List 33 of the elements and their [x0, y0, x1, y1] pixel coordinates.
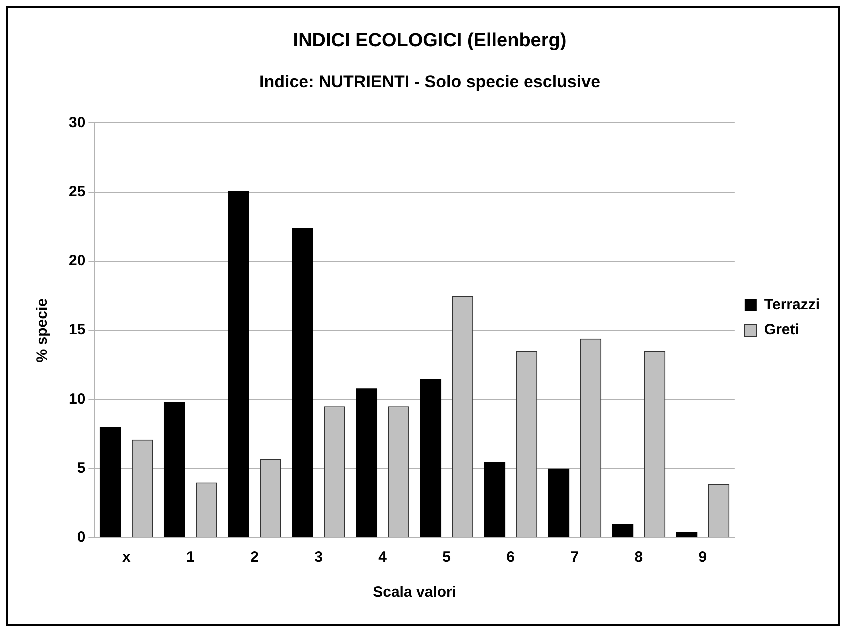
bar [548, 468, 570, 538]
y-tick-label: 30 [68, 114, 86, 132]
y-tick-label: 10 [68, 390, 86, 408]
y-tick-label: 5 [77, 460, 86, 478]
bar [676, 532, 698, 538]
x-tick-label: 4 [378, 549, 388, 566]
x-tick-label: x [122, 549, 132, 566]
bar [164, 402, 186, 538]
chart-title: INDICI ECOLOGICI (Ellenberg) [293, 30, 567, 52]
x-tick-label: 3 [314, 549, 323, 566]
y-axis-title: % specie [34, 298, 52, 363]
bar [228, 190, 250, 538]
x-tick-label: 2 [250, 549, 259, 566]
bar [356, 388, 378, 538]
chart-subtitle: Indice: NUTRIENTI - Solo specie esclusive [259, 72, 601, 92]
x-tick-label: 5 [442, 549, 451, 566]
bar [420, 378, 442, 538]
bar [100, 427, 122, 538]
x-axis-title: Scala valori [373, 584, 456, 602]
x-tick-label: 9 [698, 549, 708, 566]
x-tick-label: 7 [570, 549, 580, 566]
bar [292, 228, 314, 538]
y-tick-label: 0 [77, 529, 86, 546]
legend-label: Terrazzi [764, 296, 820, 314]
x-tick-label: 8 [634, 549, 644, 566]
legend-label: Greti [764, 322, 800, 339]
bar [612, 524, 634, 538]
bar [484, 462, 506, 538]
y-tick-label: 20 [68, 252, 86, 270]
y-tick-label: 25 [68, 183, 86, 200]
x-tick-label: 6 [506, 549, 516, 566]
x-tick-label: 1 [186, 549, 195, 566]
y-tick-label: 15 [68, 322, 86, 339]
